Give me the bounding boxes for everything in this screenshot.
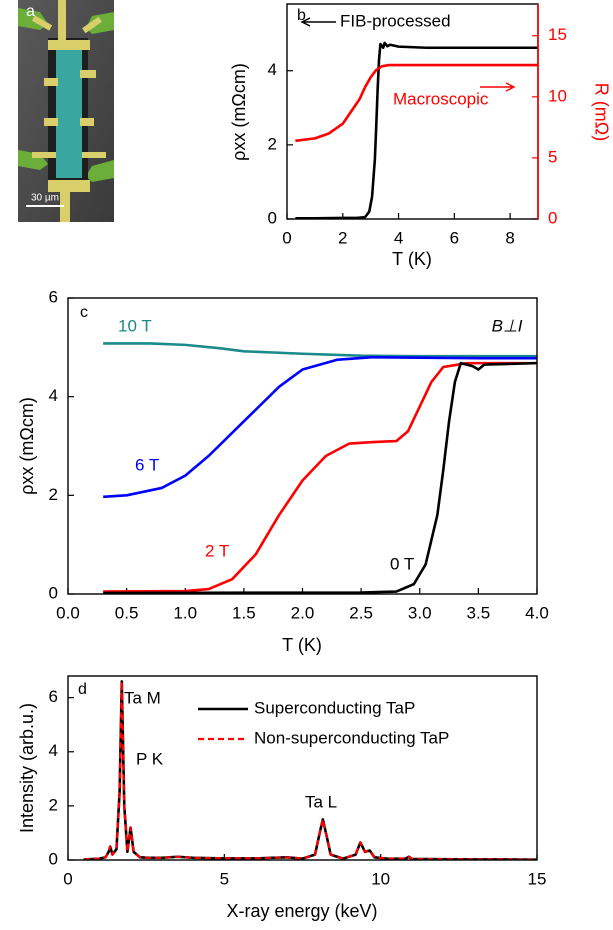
- x-tick-label: 1.5: [232, 603, 256, 622]
- series-line: [103, 342, 537, 358]
- series-line: [295, 63, 538, 143]
- y-axis-label: ρxx (mΩcm): [17, 397, 37, 495]
- y-tick-label: 2: [268, 134, 277, 153]
- y2-tick-label: 5: [548, 147, 557, 166]
- series-line: [83, 680, 537, 860]
- panel-label: b: [297, 7, 306, 24]
- y-tick-label: 6: [49, 287, 58, 306]
- series-label: FIB-processed: [340, 11, 451, 30]
- x-tick-label: 5: [220, 869, 229, 888]
- legend-label: Superconducting TaP: [254, 698, 415, 717]
- x-tick-label: 6: [450, 228, 459, 247]
- annotation: P K: [136, 749, 164, 768]
- series-line: [103, 361, 537, 593]
- x-tick-label: 0.0: [56, 603, 80, 622]
- y-tick-label: 4: [49, 386, 58, 405]
- x-tick-label: 3.5: [467, 603, 491, 622]
- plot-frame: [67, 675, 538, 861]
- series-label: 10 T: [118, 316, 152, 335]
- series-label: 0 T: [390, 554, 414, 573]
- y2-tick-label: 0: [548, 208, 557, 227]
- x-tick-label: 2: [338, 228, 347, 247]
- x-tick-label: 8: [505, 228, 514, 247]
- sem-image: [18, 0, 114, 222]
- y-tick-label: 2: [49, 795, 58, 814]
- y2-axis-label: R (mΩ): [591, 83, 611, 141]
- arrow: [480, 82, 516, 92]
- y-tick-label: 0: [268, 208, 277, 227]
- y2-tick-label: 15: [548, 25, 567, 44]
- series-line: [103, 361, 537, 594]
- annotation: Ta M: [124, 688, 161, 707]
- x-tick-label: 4: [394, 228, 403, 247]
- annotation: Ta L: [305, 792, 337, 811]
- annotation: B⊥I: [492, 316, 523, 335]
- plot-frame: [286, 3, 539, 220]
- x-tick-label: 3.0: [408, 603, 432, 622]
- y-tick-label: 0: [49, 849, 58, 868]
- series-label: 2 T: [205, 541, 229, 560]
- panel-label: d: [78, 681, 87, 698]
- plot-frame: [67, 297, 538, 595]
- x-tick-label: 0: [63, 869, 72, 888]
- scale-bar-label: 30 µm: [31, 193, 59, 204]
- y2-tick-label: 10: [548, 86, 567, 105]
- x-tick-label: 15: [528, 869, 547, 888]
- series-line: [295, 41, 538, 219]
- series-line: [103, 355, 537, 499]
- y-tick-label: 4: [268, 60, 277, 79]
- y-axis-label: Intensity (arb.u.): [17, 703, 37, 833]
- y-tick-label: 6: [49, 687, 58, 706]
- legend-label: Non-superconducting TaP: [254, 728, 449, 747]
- x-tick-label: 2.0: [291, 603, 315, 622]
- x-tick-label: 0: [282, 228, 291, 247]
- y-axis-label: ρxx (mΩcm): [229, 63, 249, 161]
- x-tick-label: 2.5: [349, 603, 373, 622]
- panel-label: c: [80, 304, 88, 321]
- x-axis-label: T (K): [282, 635, 322, 655]
- x-axis-label: T (K): [392, 249, 432, 269]
- x-tick-label: 1.0: [173, 603, 197, 622]
- y-tick-label: 4: [49, 741, 58, 760]
- arrow: [300, 17, 336, 27]
- panel-label: a: [26, 3, 35, 20]
- x-tick-label: 10: [371, 869, 390, 888]
- x-tick-label: 4.0: [525, 603, 549, 622]
- x-axis-label: X-ray energy (keV): [226, 901, 377, 921]
- y-tick-label: 2: [49, 485, 58, 504]
- x-tick-label: 0.5: [115, 603, 139, 622]
- series-label: 6 T: [135, 455, 159, 474]
- y-tick-label: 0: [49, 583, 58, 602]
- series-label: Macroscopic: [393, 89, 489, 108]
